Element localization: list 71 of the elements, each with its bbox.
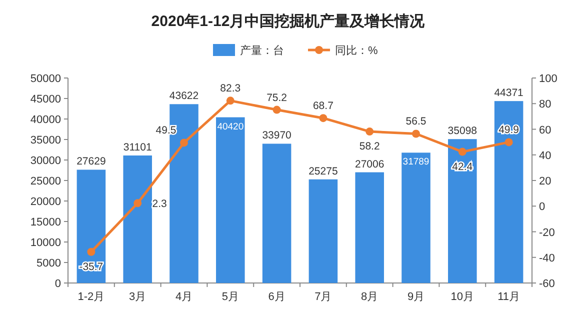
x-tick-label: 8月 <box>361 291 378 303</box>
x-tick-label: 3月 <box>129 291 146 303</box>
point <box>458 148 466 156</box>
y-tick-label: 10000 <box>30 237 61 249</box>
point <box>87 248 96 256</box>
data-label: 56.5 <box>406 116 426 128</box>
data-label: 31789 <box>402 156 430 168</box>
y-tick-label: 30000 <box>30 155 61 167</box>
y-tick-label: 50000 <box>30 73 61 85</box>
y-tick-label: 5000 <box>36 258 61 270</box>
y2-tick-label: 20 <box>539 176 552 188</box>
data-label: 25275 <box>308 165 338 178</box>
data-label: 42.4 <box>452 160 473 173</box>
x-tick-label: 11月 <box>498 291 520 303</box>
bar <box>123 155 152 283</box>
y2-tick-label: 80 <box>539 98 552 111</box>
y2-tick-label: 40 <box>539 150 552 162</box>
bar <box>308 179 338 283</box>
y2-tick-label: -60 <box>539 278 555 290</box>
point <box>319 114 328 122</box>
x-tick-label: 9月 <box>407 291 425 303</box>
point <box>180 138 188 147</box>
data-label: 68.7 <box>312 100 334 112</box>
data-label: 75.2 <box>266 92 288 104</box>
legend-label: 产量：台 <box>240 44 284 57</box>
y2-tick-label: 0 <box>539 201 546 214</box>
x-tick-label: 7月 <box>314 291 332 303</box>
legend-label: 同比：% <box>335 44 378 57</box>
point <box>504 138 513 146</box>
y-tick-label: 35000 <box>30 134 61 146</box>
data-label: 49.9 <box>498 124 520 136</box>
data-label: -35.7 <box>79 260 104 273</box>
data-label: 33970 <box>262 130 292 142</box>
x-tick-label: 10月 <box>450 291 474 303</box>
data-label: 40420 <box>217 121 244 132</box>
y-tick-label: 15000 <box>30 216 61 228</box>
bar <box>494 101 524 283</box>
x-tick-label: 6月 <box>268 291 286 303</box>
data-label: 43622 <box>169 90 199 102</box>
point <box>412 130 420 138</box>
data-label: 58.2 <box>359 140 380 153</box>
x-tick-label: 5月 <box>222 291 239 303</box>
y2-tick-label: -20 <box>539 226 555 239</box>
data-label: 35098 <box>448 125 478 138</box>
point <box>134 199 142 208</box>
bar <box>216 117 245 283</box>
point <box>272 106 281 114</box>
chart-title: 2020年1-12月中国挖掘机产量及增长情况 <box>151 13 426 30</box>
y-tick-label: 40000 <box>30 114 61 126</box>
x-tick-label: 4月 <box>175 291 193 303</box>
data-label: 2.3 <box>152 198 168 210</box>
data-label: 27629 <box>76 156 106 168</box>
bar <box>448 139 477 283</box>
y-tick-label: 20000 <box>30 196 61 208</box>
bar <box>262 144 292 283</box>
bar <box>402 152 430 283</box>
data-label: 82.3 <box>220 82 241 95</box>
point <box>226 96 234 105</box>
y2-tick-label: -40 <box>539 252 555 264</box>
y-tick-label: 45000 <box>30 94 61 106</box>
y-tick-label: 0 <box>54 278 61 290</box>
y2-tick-label: 60 <box>539 124 552 136</box>
data-label: 27006 <box>355 158 384 170</box>
y2-tick-label: 100 <box>539 73 558 85</box>
y-tick-label: 25000 <box>30 176 61 188</box>
point <box>366 128 374 136</box>
bar <box>76 170 106 283</box>
x-tick-label: 1-2月 <box>78 291 105 303</box>
data-label: 44371 <box>494 87 524 100</box>
data-label: 31101 <box>123 141 152 154</box>
bar <box>355 172 384 283</box>
